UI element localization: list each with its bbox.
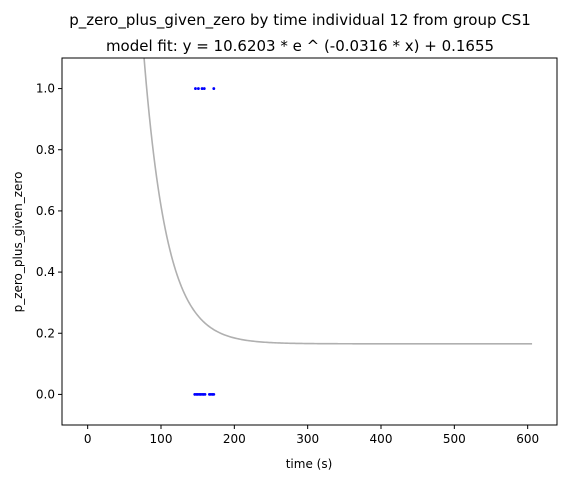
data-point xyxy=(212,87,215,90)
data-point xyxy=(194,87,197,90)
y-tick-label: 0.0 xyxy=(36,387,55,401)
data-point xyxy=(212,393,215,396)
data-point xyxy=(204,393,207,396)
chart-subtitle: model fit: y = 10.6203 * e ^ (-0.0316 * … xyxy=(106,37,494,55)
x-tick-label: 600 xyxy=(516,432,539,446)
y-tick-label: 0.2 xyxy=(36,326,55,340)
x-tick-label: 300 xyxy=(296,432,319,446)
y-tick-label: 0.8 xyxy=(36,143,55,157)
y-tick-label: 1.0 xyxy=(36,82,55,96)
x-tick-label: 0 xyxy=(84,432,92,446)
y-tick-label: 0.6 xyxy=(36,204,55,218)
y-tick-label: 0.4 xyxy=(36,265,55,279)
y-axis-label: p_zero_plus_given_zero xyxy=(11,172,25,313)
x-axis-label: time (s) xyxy=(286,457,333,471)
x-tick-label: 500 xyxy=(443,432,466,446)
chart-title: p_zero_plus_given_zero by time individua… xyxy=(69,11,531,30)
data-point xyxy=(203,87,206,90)
x-tick-label: 100 xyxy=(150,432,173,446)
x-tick-label: 200 xyxy=(223,432,246,446)
x-tick-label: 400 xyxy=(370,432,393,446)
plot-frame xyxy=(62,58,557,425)
data-point xyxy=(197,87,200,90)
